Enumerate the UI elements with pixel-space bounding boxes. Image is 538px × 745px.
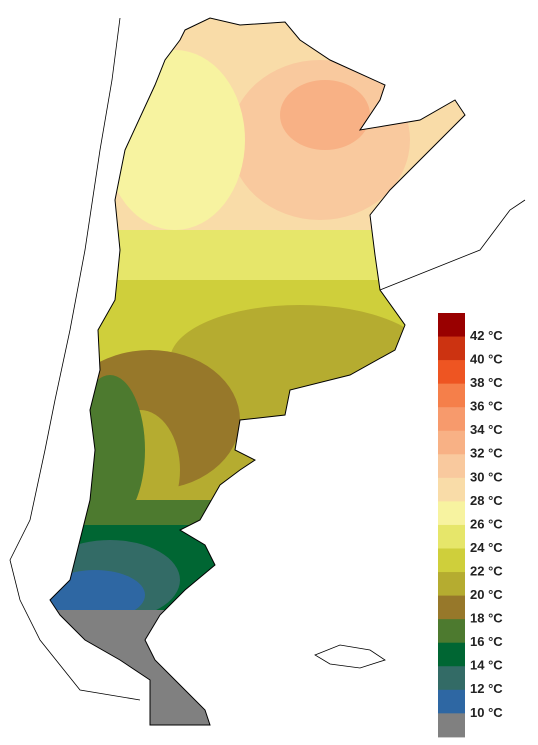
- legend-label: 22 °C: [470, 563, 503, 578]
- legend-label: 34 °C: [470, 422, 503, 437]
- legend-label: 18 °C: [470, 611, 503, 626]
- legend-label: 10 °C: [470, 705, 503, 720]
- legend-label: 12 °C: [470, 681, 503, 696]
- legend-swatch: [438, 477, 465, 502]
- legend-swatch: [438, 336, 465, 361]
- legend-swatch: [438, 642, 465, 667]
- legend-swatch: [438, 313, 465, 338]
- legend-swatch: [438, 689, 465, 714]
- coast: [379, 199, 526, 291]
- legend-label: 20 °C: [470, 587, 503, 602]
- legend-swatch: [438, 595, 465, 620]
- legend-label: 14 °C: [470, 658, 503, 673]
- legend-swatch: [438, 501, 465, 526]
- legend-swatch: [438, 619, 465, 644]
- legend-swatch: [438, 407, 465, 432]
- legend-swatch: [438, 548, 465, 573]
- chile-coast: [9, 17, 141, 701]
- legend-swatch: [438, 713, 465, 738]
- legend-swatch: [438, 572, 465, 597]
- legend-label: 40 °C: [470, 352, 503, 367]
- legend-label: 16 °C: [470, 634, 503, 649]
- legend-label: 24 °C: [470, 540, 503, 555]
- legend-label: 38 °C: [470, 375, 503, 390]
- legend-label: 32 °C: [470, 446, 503, 461]
- legend-swatch: [438, 666, 465, 691]
- legend-label: 28 °C: [470, 493, 503, 508]
- legend-swatch: [438, 454, 465, 479]
- legend-swatch: [438, 360, 465, 385]
- legend-label: 36 °C: [470, 399, 503, 414]
- legend: 42 °C 40 °C 38 °C 36 °C 34 °C 32 °C 30 °C 28 °C…: [438, 313, 503, 738]
- legend-label: 30 °C: [470, 469, 503, 484]
- legend-label: 42 °C: [470, 328, 503, 343]
- legend-swatch: [438, 430, 465, 455]
- legend-swatch: [438, 383, 465, 408]
- malvinas: [314, 644, 386, 669]
- legend-label: 26 °C: [470, 516, 503, 531]
- legend-swatch: [438, 524, 465, 549]
